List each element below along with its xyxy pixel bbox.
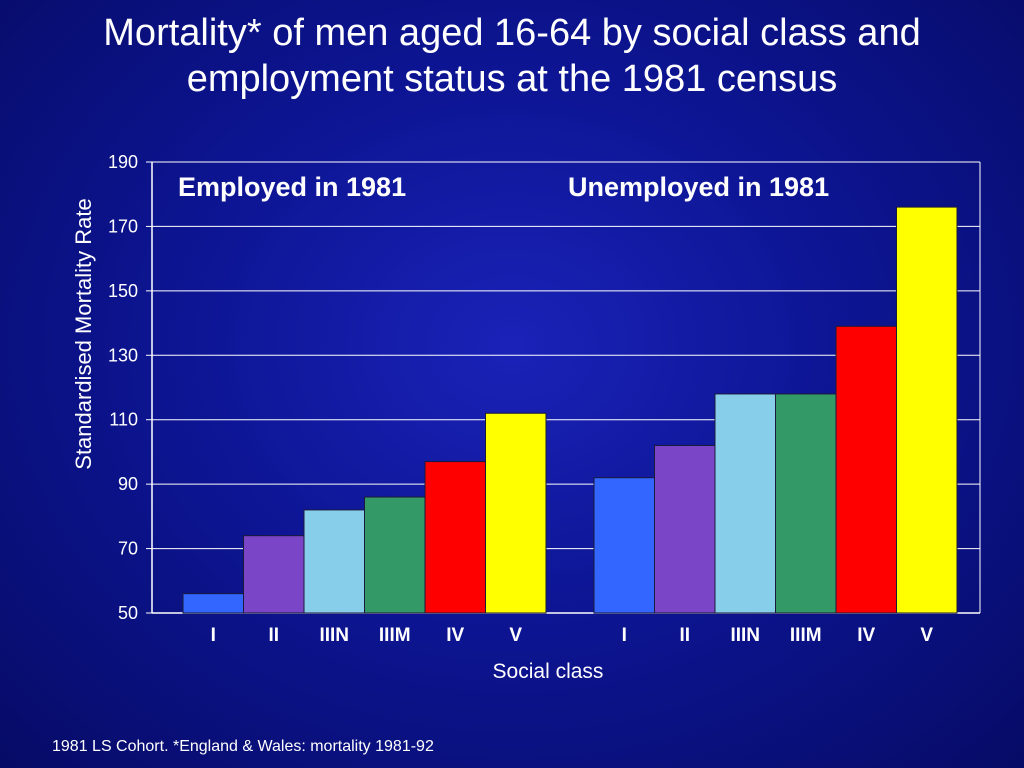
bar [896, 206, 958, 614]
bar [303, 509, 365, 614]
bar [424, 461, 486, 614]
title-line-2: employment status at the 1981 census [186, 58, 838, 100]
y-tick-label: 70 [118, 539, 138, 559]
y-tick-label: 190 [108, 152, 138, 172]
bar [485, 412, 547, 614]
x-tick-label: IIIN [730, 625, 760, 646]
x-tick-label: II [679, 625, 690, 646]
title-line-1: Mortality* of men aged 16-64 by social c… [103, 12, 921, 54]
x-tick-label: IIIM [379, 625, 411, 646]
x-tick-label: V [509, 625, 522, 646]
x-tick-label: IIIM [790, 625, 822, 646]
y-tick-label: 170 [108, 216, 138, 236]
y-axis-label: Standardised Mortality Rate [71, 198, 96, 469]
group-label: Employed in 1981 [178, 172, 406, 202]
bar [182, 593, 244, 614]
footnote: 1981 LS Cohort. *England & Wales: mortal… [52, 738, 434, 755]
x-tick-label: IIIN [319, 625, 349, 646]
y-tick-label: 150 [108, 281, 138, 301]
x-tick-label: I [211, 625, 216, 646]
bar [835, 325, 897, 614]
bar [714, 393, 776, 614]
x-tick-label: IV [857, 625, 875, 646]
slide-title: Mortality* of men aged 16-64 by social c… [0, 10, 1024, 102]
bar [775, 393, 837, 614]
x-tick-label: IV [446, 625, 464, 646]
bar [593, 477, 655, 614]
y-tick-label: 50 [118, 603, 138, 623]
bar [654, 444, 716, 614]
x-tick-label: II [268, 625, 279, 646]
y-tick-label: 110 [109, 410, 138, 430]
x-axis-label: Social class [493, 660, 604, 683]
x-tick-label: I [622, 625, 627, 646]
group-label: Unemployed in 1981 [568, 172, 829, 202]
bar [364, 496, 426, 614]
y-tick-label: 130 [108, 345, 138, 365]
x-tick-label: V [920, 625, 933, 646]
bar [243, 535, 305, 614]
y-tick-label: 90 [118, 474, 138, 494]
